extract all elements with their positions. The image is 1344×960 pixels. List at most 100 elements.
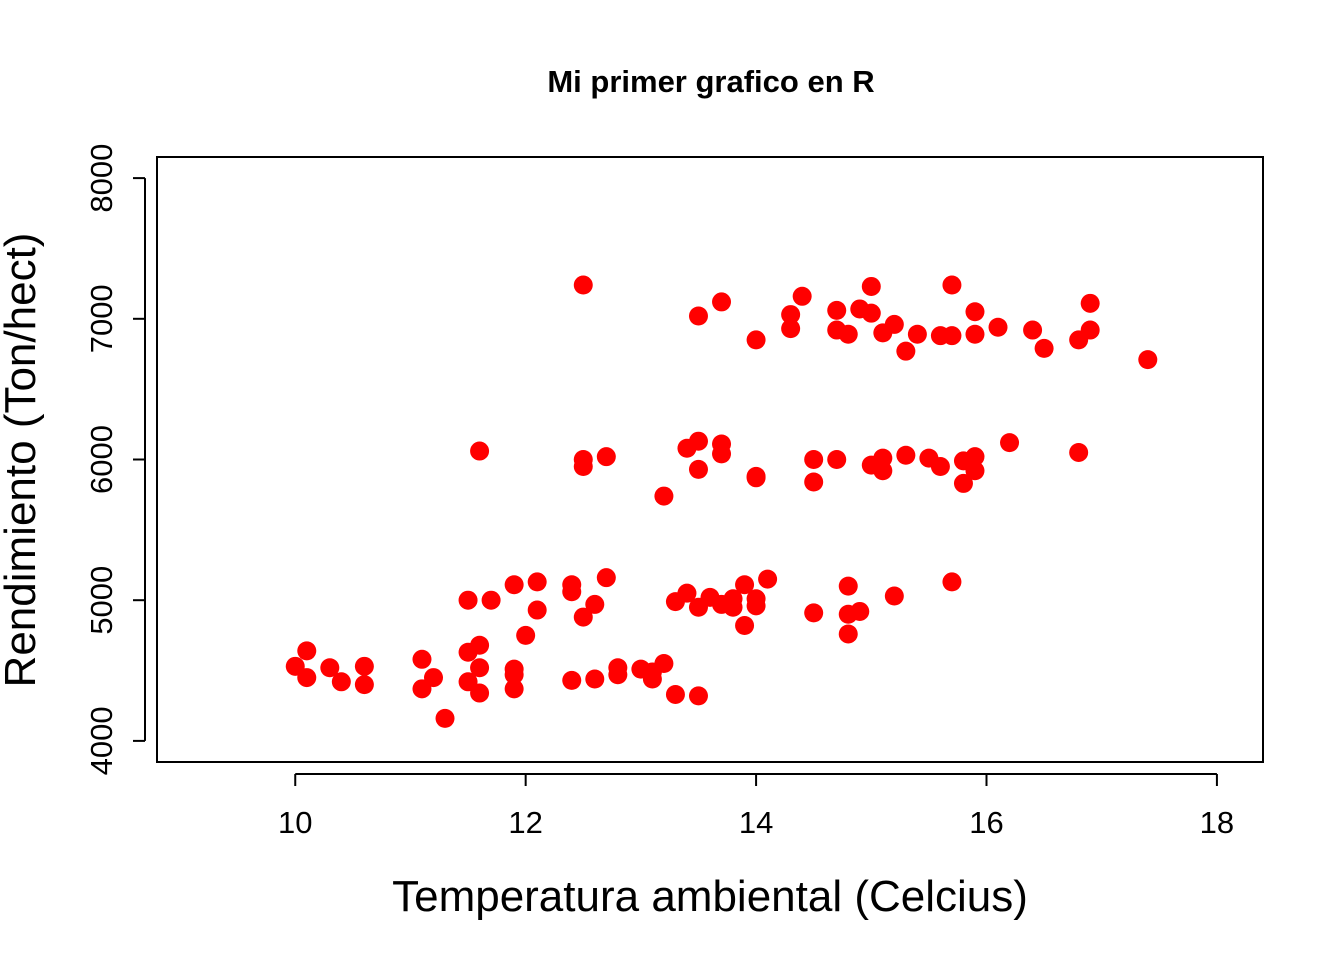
plot-area-frame [156, 156, 1264, 763]
y-tick-label: 4000 [84, 706, 119, 775]
data-point [320, 658, 340, 678]
data-point [1069, 442, 1089, 462]
data-point [896, 445, 916, 465]
data-point [838, 576, 858, 596]
y-tick-label: 5000 [84, 566, 119, 635]
data-point [838, 624, 858, 644]
data-point [827, 300, 847, 320]
x-tick-label: 18 [1200, 805, 1234, 840]
data-point [758, 569, 778, 589]
data-point [354, 675, 374, 695]
data-point [1023, 320, 1043, 340]
data-point [988, 317, 1008, 337]
data-point [412, 679, 432, 699]
data-point [458, 642, 478, 662]
data-point [804, 450, 824, 469]
data-point [297, 668, 317, 688]
data-point [665, 684, 685, 704]
data-point [942, 275, 962, 295]
data-point [470, 658, 490, 678]
data-point [1034, 338, 1054, 358]
data-point [1138, 350, 1158, 370]
x-axis-label: Temperatura ambiental (Celcius) [392, 872, 1028, 921]
y-tick-label: 7000 [84, 284, 119, 353]
data-point [504, 665, 524, 685]
data-point [665, 592, 685, 612]
data-point [735, 616, 755, 636]
data-point [585, 669, 605, 689]
data-point [942, 572, 962, 592]
data-point [827, 450, 847, 469]
data-point [723, 597, 743, 617]
data-point [930, 457, 950, 477]
data-point [953, 473, 973, 493]
data-point [1080, 293, 1100, 313]
data-point [481, 590, 501, 610]
data-point [838, 604, 858, 624]
data-point [804, 603, 824, 623]
data-point [458, 590, 478, 610]
data-point [804, 472, 824, 492]
data-point [470, 441, 490, 461]
data-point [412, 649, 432, 669]
data-point [596, 447, 616, 467]
data-point [1000, 433, 1020, 453]
data-point [573, 457, 593, 477]
data-point [642, 669, 662, 689]
data-point [435, 708, 455, 728]
data-point [861, 276, 881, 296]
data-point [792, 286, 812, 306]
data-point [562, 670, 582, 690]
data-points [285, 275, 1158, 728]
data-point [527, 600, 547, 620]
data-point [516, 625, 536, 645]
data-point [861, 303, 881, 323]
y-axis-label: Rendimiento (Ton/hect) [0, 233, 45, 688]
data-point [297, 641, 317, 661]
data-point [677, 438, 697, 458]
data-point [965, 461, 985, 481]
data-point [504, 575, 524, 595]
x-tick-label: 12 [508, 805, 542, 840]
data-point [746, 468, 766, 488]
y-tick-label: 6000 [84, 425, 119, 494]
data-point [896, 341, 916, 361]
x-axis: 10 12 14 16 18 [278, 773, 1234, 840]
data-point [504, 679, 524, 699]
data-point [746, 596, 766, 616]
y-axis: 4000 5000 6000 7000 8000 [84, 144, 146, 775]
x-tick-label: 14 [739, 805, 773, 840]
data-point [596, 568, 616, 588]
data-point [573, 607, 593, 627]
data-point [781, 305, 801, 325]
data-point [965, 302, 985, 322]
data-point [527, 572, 547, 592]
data-point [585, 594, 605, 614]
data-point [688, 459, 708, 479]
y-tick-label: 8000 [84, 144, 119, 213]
x-tick-label: 10 [278, 805, 312, 840]
data-point [562, 582, 582, 602]
data-point [654, 486, 674, 506]
data-point [688, 686, 708, 706]
chart-title: Mi primer grafico en R [547, 64, 874, 99]
data-point [746, 330, 766, 350]
x-tick-label: 16 [969, 805, 1003, 840]
data-point [942, 326, 962, 346]
data-point [331, 672, 351, 692]
data-point [838, 324, 858, 344]
data-point [735, 575, 755, 595]
data-point [688, 306, 708, 326]
data-point [354, 656, 374, 676]
data-point [712, 292, 732, 312]
data-point [873, 461, 893, 481]
data-point [608, 665, 628, 685]
data-point [781, 319, 801, 339]
data-point [712, 444, 732, 464]
data-point [573, 275, 593, 295]
data-point [965, 324, 985, 344]
data-point [884, 586, 904, 606]
data-point [873, 323, 893, 343]
data-point [470, 683, 490, 703]
